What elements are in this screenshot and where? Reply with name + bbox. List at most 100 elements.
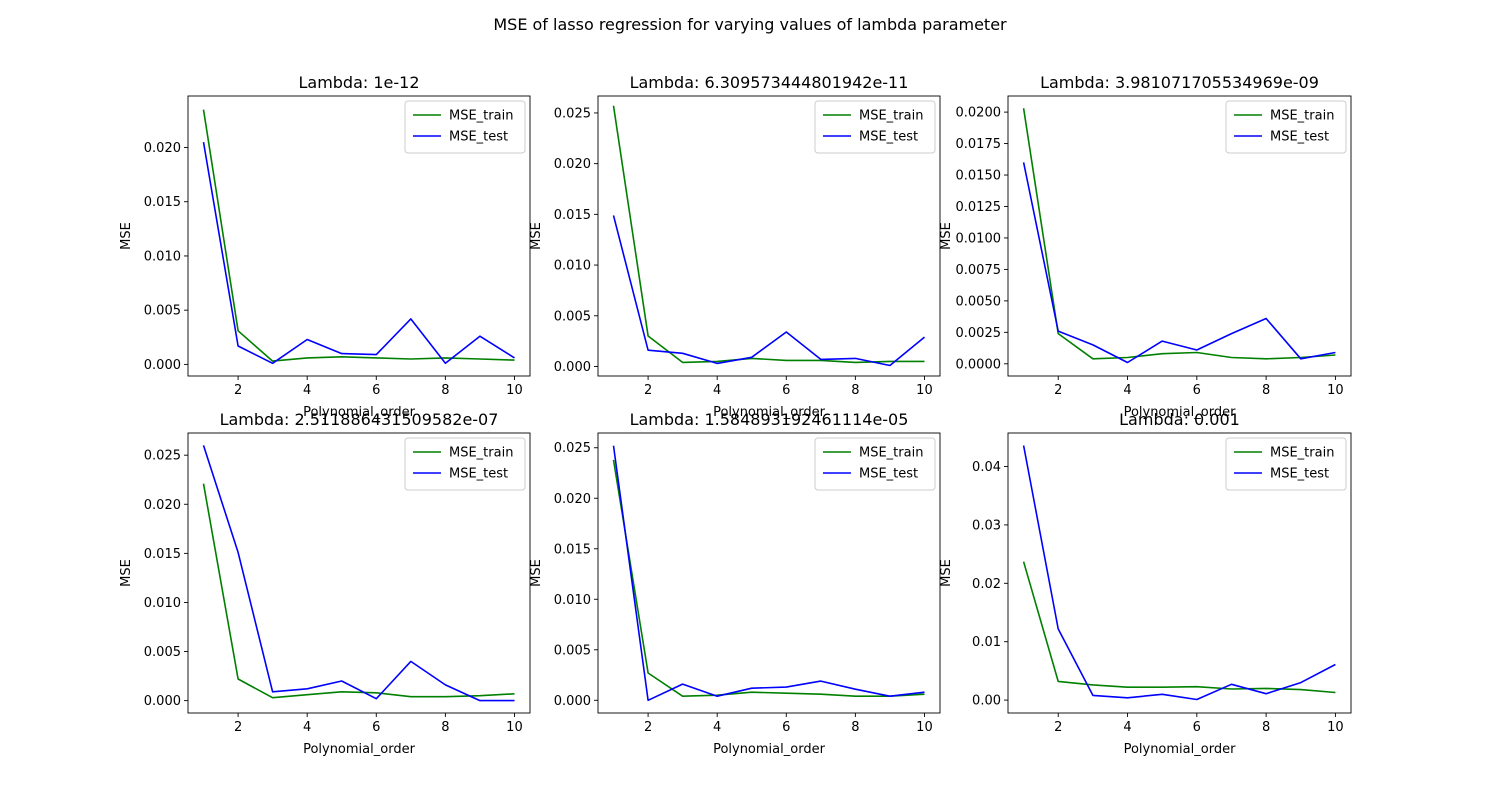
x-axis-label: Polynomial_order [713,742,826,757]
legend-box [814,437,936,491]
axes-frame [1007,95,1352,377]
x-tick-label: 4 [713,383,721,398]
legend-label: MSE_test [449,467,508,482]
y-tick-label: 0.015 [144,547,181,562]
subplot-title: Lambda: 0.001 [1119,410,1240,429]
series-line-mse-train [202,109,515,362]
legend-label: MSE_train [1270,446,1334,461]
y-tick-label: 0.025 [554,106,591,121]
y-tick-label: 0.0200 [956,106,1002,121]
legend-label: MSE_test [1270,130,1329,145]
y-tick-label: 0.000 [554,360,591,375]
series-line-mse-train [1022,561,1336,694]
legend-label: MSE_train [859,109,923,124]
y-tick-label: 0.020 [554,157,591,172]
x-tick-label: 8 [441,383,449,398]
y-axis-label: MSE [939,559,954,587]
y-tick-label: 0.00 [972,694,1001,709]
subplot-title: Lambda: 1.584893192461114e-05 [630,410,909,429]
series-line-mse-test [612,445,925,702]
x-tick-label: 8 [1262,720,1270,735]
y-tick-label: 0.020 [144,498,181,513]
legend-label: MSE_train [1270,109,1334,124]
legend: MSE_train MSE_test [814,437,936,491]
legend-label: MSE_train [449,109,513,124]
legend-box [404,437,526,491]
x-tick-label: 10 [506,720,523,735]
y-tick-label: 0.015 [554,208,591,223]
y-tick-label: 0.0050 [956,294,1002,309]
y-tick-label: 0.010 [554,593,591,608]
x-tick-label: 6 [782,720,790,735]
series-line-mse-train [202,483,515,699]
y-tick-label: 0.000 [144,358,181,373]
subplot-title: Lambda: 1e-12 [298,73,419,92]
legend-box [1225,100,1347,154]
y-tick-label: 0.0100 [956,231,1002,246]
legend-label: MSE_test [1270,467,1329,482]
y-tick-label: 0.005 [144,304,181,319]
x-tick-label: 4 [713,720,721,735]
y-tick-label: 0.010 [554,259,591,274]
y-tick-label: 0.020 [554,492,591,507]
x-tick-label: 2 [1054,720,1062,735]
x-tick-label: 4 [303,383,311,398]
y-tick-label: 0.000 [554,694,591,709]
x-tick-label: 2 [644,720,652,735]
series-line-mse-test [202,141,515,365]
series-line-mse-test [612,215,926,367]
y-axis-label: MSE [119,222,134,250]
y-tick-label: 0.005 [144,645,181,660]
subplot-1: Lambda: 1e-12 2 4 6 8 10 0.000 0.005 0.010 0.015 0… [119,73,531,420]
x-tick-label: 2 [234,720,242,735]
x-tick-label: 6 [1193,720,1201,735]
y-axis-label: MSE [529,559,544,587]
legend: MSE_train MSE_test [1225,437,1347,491]
legend-box [1225,437,1347,491]
y-tick-label: 0.01 [972,635,1001,650]
legend-label: MSE_test [449,130,508,145]
y-tick-label: 0.000 [144,694,181,709]
y-tick-label: 0.025 [144,449,181,464]
series-line-mse-train [612,459,925,698]
x-tick-label: 6 [782,383,790,398]
x-axis-label: Polynomial_order [303,405,416,420]
x-axis-label: Polynomial_order [1124,405,1237,420]
x-tick-label: 10 [1327,720,1344,735]
y-tick-label: 0.005 [554,643,591,658]
y-tick-label: 0.0125 [956,200,1002,215]
y-tick-label: 0.0175 [956,137,1002,152]
y-tick-label: 0.015 [144,195,181,210]
y-tick-label: 0.02 [972,577,1001,592]
legend-label: MSE_train [449,446,513,461]
x-tick-label: 8 [1262,383,1270,398]
legend: MSE_train MSE_test [814,100,936,154]
legend-label: MSE_train [859,446,923,461]
legend-label: MSE_test [859,467,918,482]
x-tick-label: 4 [1123,383,1131,398]
y-tick-label: 0.0000 [956,357,1002,372]
x-axis-label: Polynomial_order [713,405,826,420]
y-tick-label: 0.005 [554,309,591,324]
x-tick-label: 6 [372,720,380,735]
y-tick-label: 0.0150 [956,169,1002,184]
y-tick-label: 0.0075 [956,263,1002,278]
legend: MSE_train MSE_test [404,100,526,154]
y-tick-label: 0.03 [972,518,1001,533]
series-line-mse-test [202,445,515,702]
subplot-3: Lambda: 3.981071705534969e-09 2 4 6 8 10 0.000… [939,73,1352,420]
axes-frame [187,432,531,714]
y-tick-label: 0.020 [144,141,181,156]
y-axis-label: MSE [119,559,134,587]
subplot-grid: Lambda: 1e-122 4 6 8 100.0000.0050.0100.0150… [119,73,1352,757]
series-line-mse-test [1022,162,1336,364]
x-tick-label: 8 [851,720,859,735]
x-tick-label: 8 [851,383,859,398]
y-tick-label: 0.0025 [956,326,1002,341]
x-tick-label: 2 [1054,383,1062,398]
subplot-title: Lambda: 2.511886431509582e-07 [220,410,499,429]
y-tick-label: 0.04 [972,460,1001,475]
y-tick-label: 0.010 [144,596,181,611]
x-tick-label: 10 [916,720,933,735]
